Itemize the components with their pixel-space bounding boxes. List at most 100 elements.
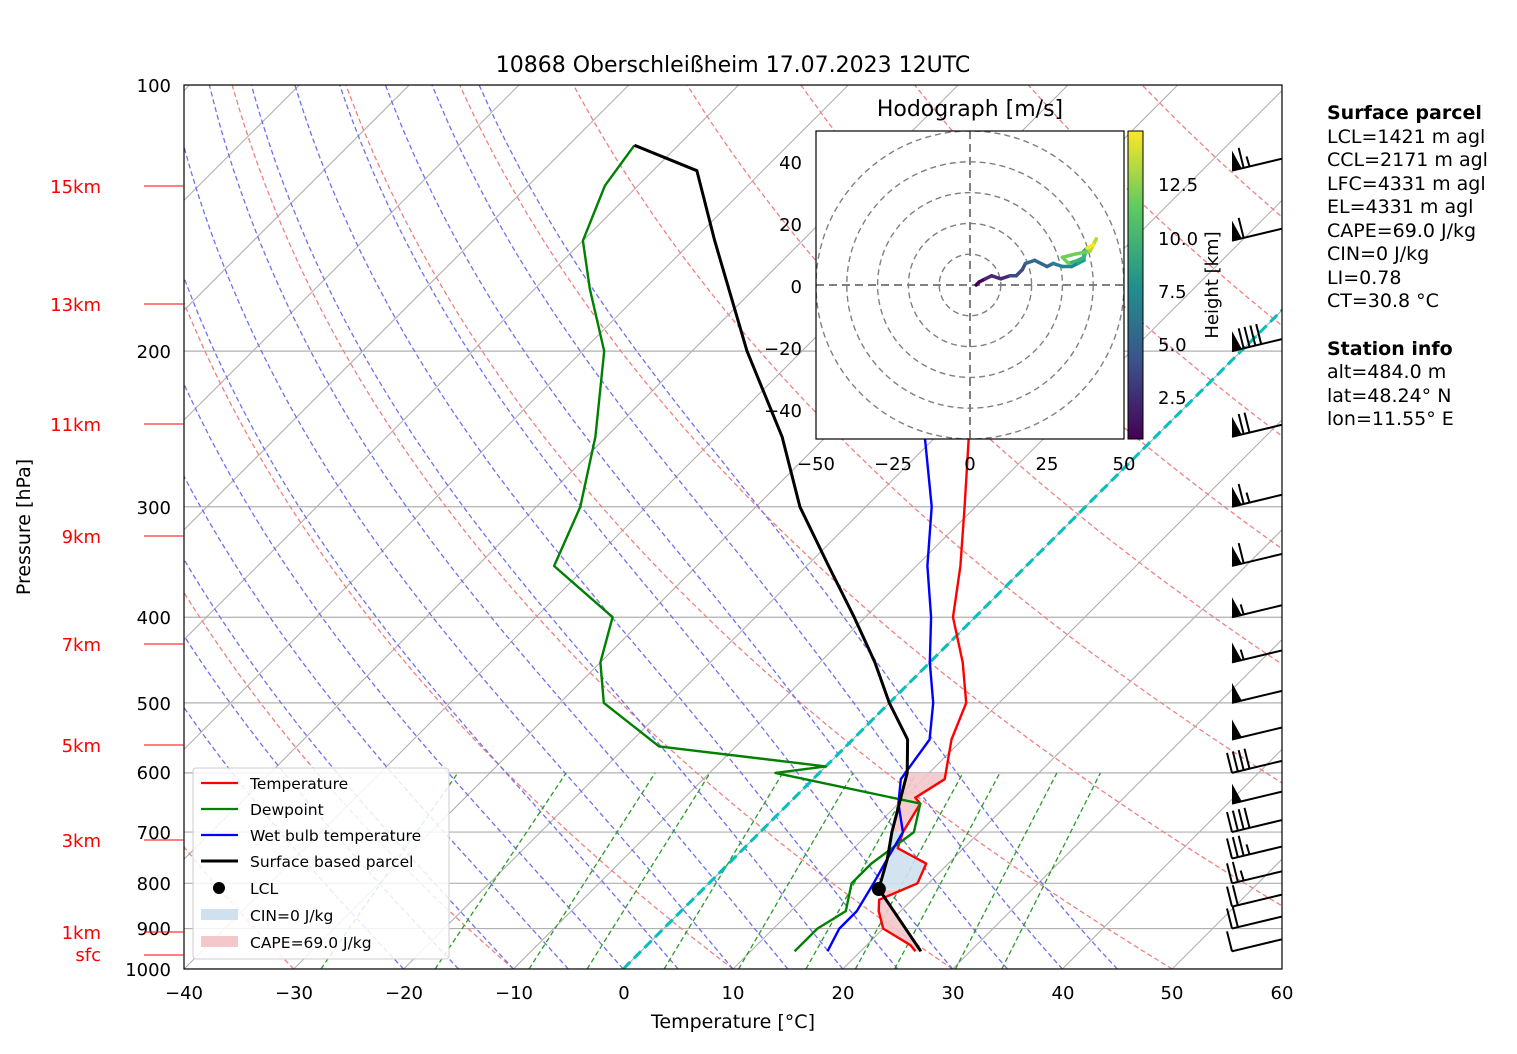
wind-barbs <box>1226 147 1283 953</box>
wind-barb-full <box>1226 752 1233 774</box>
legend-label-lcl: LCL <box>250 880 278 898</box>
surface-parcel-cin: CIN=0 J/kg <box>1327 243 1430 265</box>
y-tick-label: 700 <box>137 823 171 844</box>
y-tick-label: 800 <box>137 874 171 895</box>
wind-barb-full <box>1243 748 1251 769</box>
wind-barb <box>1226 835 1283 860</box>
wind-barb-full <box>1231 861 1239 883</box>
mixing-ratio-line <box>894 772 1001 969</box>
moist-adiabat <box>184 275 679 969</box>
mixing-ratio-line <box>528 772 656 969</box>
height-label: 3km <box>62 831 101 852</box>
wind-barb-half <box>1239 870 1245 881</box>
dewpoint-line <box>552 144 922 953</box>
surface-parcel-ct: CT=30.8 °C <box>1327 290 1439 312</box>
x-tick-label: 0 <box>618 983 629 1004</box>
legend-marker-lcl <box>213 882 225 894</box>
wind-barb-full <box>1231 884 1239 906</box>
isotherm <box>732 419 1282 969</box>
isotherm <box>513 199 1282 969</box>
wind-barb-full <box>1226 863 1233 884</box>
wind-barb-flag <box>1232 545 1242 566</box>
mixing-ratio-line <box>434 772 567 969</box>
hodograph-x-tick: 50 <box>1113 454 1136 475</box>
chart-title: 10868 Oberschleißheim 17.07.2023 12UTC <box>496 53 971 78</box>
y-tick-label: 200 <box>137 342 171 363</box>
wind-barb <box>1226 931 1283 953</box>
wind-barb-half <box>1245 844 1251 855</box>
wind-barb-staff <box>1231 938 1283 953</box>
colorbar-tick: 2.5 <box>1158 388 1187 409</box>
hodograph-x-tick: −50 <box>797 454 835 475</box>
hodograph: Hodograph [m/s] −50 −25 0 25 50 40 20 0 … <box>764 97 1223 475</box>
wind-barb-full <box>1231 906 1239 928</box>
hodograph-y-tick: −20 <box>764 339 802 360</box>
mixing-ratio-line <box>954 772 1058 969</box>
hodograph-rings <box>816 131 1124 439</box>
hodograph-y-tick: 20 <box>779 215 802 236</box>
hodograph-x-tick: 25 <box>1036 454 1059 475</box>
wind-barb <box>1231 719 1283 741</box>
wind-barb-staff <box>1231 915 1283 930</box>
dry-adiabat <box>345 85 1173 969</box>
hodograph-x-tick: 0 <box>964 454 975 475</box>
wind-barb-full <box>1237 483 1245 505</box>
y-axis: 100 200 300 400 500 600 700 800 900 1000 <box>125 76 171 981</box>
wind-barb <box>1231 542 1283 567</box>
isotherm <box>1062 748 1282 969</box>
surface-parcel-ccl: CCL=2171 m agl <box>1327 149 1488 171</box>
moist-adiabat <box>431 85 1063 969</box>
x-tick-label: −10 <box>495 983 533 1004</box>
dry-adiabat <box>231 85 953 969</box>
wind-barb-flag <box>1232 331 1242 352</box>
lcl-marker <box>871 882 886 897</box>
surface-parcel-el: EL=4331 m agl <box>1327 196 1474 218</box>
wind-barb-flag <box>1232 597 1242 618</box>
hodograph-y-tick: −40 <box>764 401 802 422</box>
wind-barb-staff <box>1231 157 1283 172</box>
wind-barb-half <box>1239 649 1245 660</box>
y-tick-label: 600 <box>137 763 171 784</box>
hodograph-segment <box>1085 243 1095 250</box>
wind-barb-flag <box>1232 150 1242 171</box>
height-label: 9km <box>62 527 101 548</box>
isotherm <box>184 85 739 641</box>
y-tick-label: 100 <box>137 76 171 97</box>
wind-barb-full <box>1231 810 1239 831</box>
wind-barb-flag <box>1232 220 1242 241</box>
wind-barb-flag <box>1232 486 1242 507</box>
wind-barb-full <box>1237 413 1245 435</box>
wind-barb <box>1226 807 1283 834</box>
x-tick-label: −30 <box>275 983 313 1004</box>
x-axis: −40 −30 −20 −10 0 10 20 30 40 50 60 <box>165 983 1293 1004</box>
wind-barb-flag <box>1232 783 1242 804</box>
isotherm <box>184 85 630 531</box>
hodograph-ring <box>876 191 1064 379</box>
legend: Temperature Dewpoint Wet bulb temperatur… <box>192 767 450 960</box>
isotherm <box>184 85 849 751</box>
moist-adiabat <box>184 382 624 969</box>
y-tick-label: 400 <box>137 608 171 629</box>
wind-barb-full <box>1226 886 1233 907</box>
surface-parcel-heading: Surface parcel <box>1327 102 1482 124</box>
info-panel: Surface parcel LCL=1421 m agl CCL=2171 m… <box>1327 102 1512 432</box>
moist-adiabat <box>208 85 789 969</box>
moist-adiabat <box>184 558 514 969</box>
x-tick-label: −40 <box>165 983 203 1004</box>
moist-adiabat <box>184 475 569 969</box>
station-info-lat: lat=48.24° N <box>1327 384 1452 407</box>
wind-barb-full <box>1237 542 1245 564</box>
moist-adiabat <box>184 144 734 969</box>
wind-barb-flag <box>1232 642 1242 663</box>
mixing-ratio-line <box>1001 772 1101 969</box>
hodograph-x-tick: −25 <box>874 454 912 475</box>
sounding-profiles <box>552 143 980 953</box>
moist-adiabat <box>184 634 459 969</box>
wind-barb-full <box>1243 326 1251 348</box>
hodograph-title: Hodograph [m/s] <box>877 97 1063 122</box>
wind-barb-full <box>1249 325 1257 346</box>
wind-barb <box>1231 412 1283 438</box>
height-label: 5km <box>62 736 101 757</box>
wind-barb-full <box>1237 328 1245 349</box>
surface-parcel-cape: CAPE=69.0 J/kg <box>1327 219 1477 242</box>
